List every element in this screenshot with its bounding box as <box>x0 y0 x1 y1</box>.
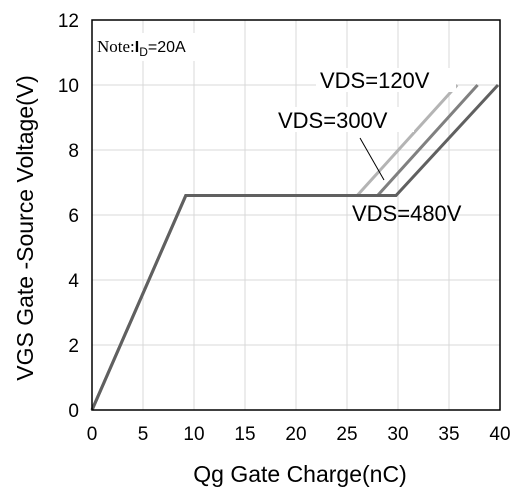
x-tick-label: 35 <box>438 424 459 445</box>
grid <box>92 20 500 410</box>
series-label-bg-120 <box>316 68 456 92</box>
x-tick-label: 15 <box>234 424 255 445</box>
series-layer <box>90 83 500 411</box>
y-tick-label: 2 <box>68 336 79 357</box>
x-tick-label: 20 <box>285 424 306 445</box>
y-tick-label: 10 <box>58 76 79 97</box>
x-tick-label: 0 <box>87 424 98 445</box>
series-label-bg-300 <box>274 107 414 132</box>
y-tick-label: 8 <box>68 141 79 162</box>
series-label-120v: VDS=120V <box>320 68 430 93</box>
y-tick-label: 0 <box>68 401 79 422</box>
series-label-300v: VDS=300V <box>278 108 388 133</box>
plot-frame <box>91 19 501 411</box>
tick-labels: 0 5 10 15 20 25 30 35 40 0 2 4 6 8 10 12 <box>58 11 511 445</box>
x-axis-title: Qg Gate Charge(nC) <box>193 461 406 487</box>
series-label-480v: VDS=480V <box>352 201 462 226</box>
y-axis-title: VGS Gate -Source Voltage(V) <box>12 75 38 381</box>
y-tick-label: 6 <box>68 206 79 227</box>
x-tick-label: 25 <box>336 424 357 445</box>
note-label: Note:ID=20A <box>97 37 186 59</box>
x-tick-label: 30 <box>387 424 408 445</box>
note-box <box>93 33 221 61</box>
y-tick-label: 12 <box>58 11 79 32</box>
x-tick-label: 10 <box>183 424 204 445</box>
y-tick-label: 4 <box>68 271 79 292</box>
series-300v-pointer <box>359 137 385 181</box>
x-tick-label: 40 <box>489 424 510 445</box>
series-line-vds-480v <box>90 83 500 411</box>
x-tick-label: 5 <box>138 424 149 445</box>
